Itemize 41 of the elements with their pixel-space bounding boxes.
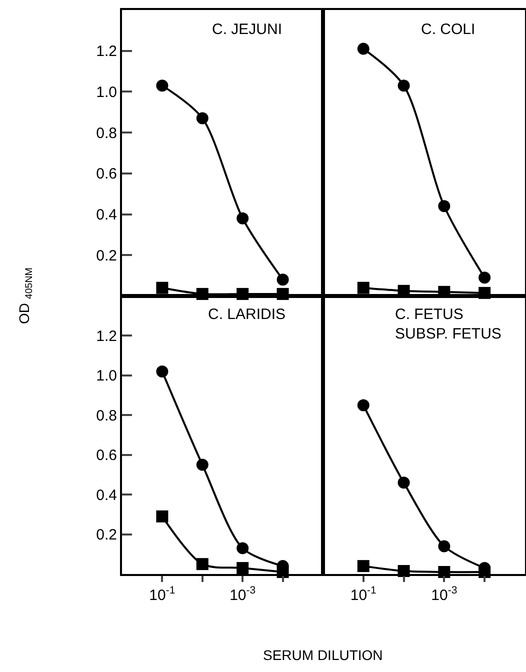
point <box>156 510 168 522</box>
x-tick-label: 10$^{-1}$ <box>149 584 176 604</box>
x-tick-label: 10$^{-3}$ <box>230 584 256 604</box>
point <box>357 399 370 412</box>
x-tick-label: 10$^{-3}$ <box>431 584 458 604</box>
point <box>196 558 208 570</box>
point <box>438 540 450 552</box>
point <box>156 282 168 294</box>
point <box>236 542 249 554</box>
point <box>357 42 370 55</box>
point <box>196 458 208 471</box>
y-tick-label: 1.0 <box>96 84 117 101</box>
point <box>236 212 249 224</box>
y-tick-label: 0.2 <box>96 526 117 544</box>
text: C. COLI <box>421 21 476 38</box>
y-tick-label: 0.8 <box>96 407 117 424</box>
point <box>478 272 491 284</box>
x-axis-title: SERUM DILUTION <box>263 647 383 663</box>
point <box>156 80 168 92</box>
point <box>398 80 410 92</box>
point <box>276 274 289 286</box>
y-tick-label: 0.6 <box>96 166 117 183</box>
text: C. FETUS SUBSP. FETUS <box>395 306 502 342</box>
point <box>156 365 168 378</box>
point <box>236 562 249 574</box>
y-tick-label: 0.8 <box>96 124 117 142</box>
point <box>196 112 208 124</box>
text: C. LARIDIS <box>208 306 286 323</box>
y-tick-label: 0.4 <box>96 486 117 504</box>
y-tick-label: 1.0 <box>96 368 117 385</box>
point <box>398 476 410 489</box>
y-tick-label: 0.2 <box>96 247 117 264</box>
point <box>357 560 370 572</box>
y-tick-label: 1.2 <box>96 43 117 60</box>
y-tick-label: 0.6 <box>96 447 117 464</box>
point <box>357 282 370 294</box>
y-tick-label: 1.2 <box>96 328 117 345</box>
x-tick-label: 10$^{-1}$ <box>350 584 377 604</box>
y-tick-label: 0.4 <box>96 206 117 224</box>
point <box>438 200 450 212</box>
text: C. JEJUNI <box>212 21 282 38</box>
